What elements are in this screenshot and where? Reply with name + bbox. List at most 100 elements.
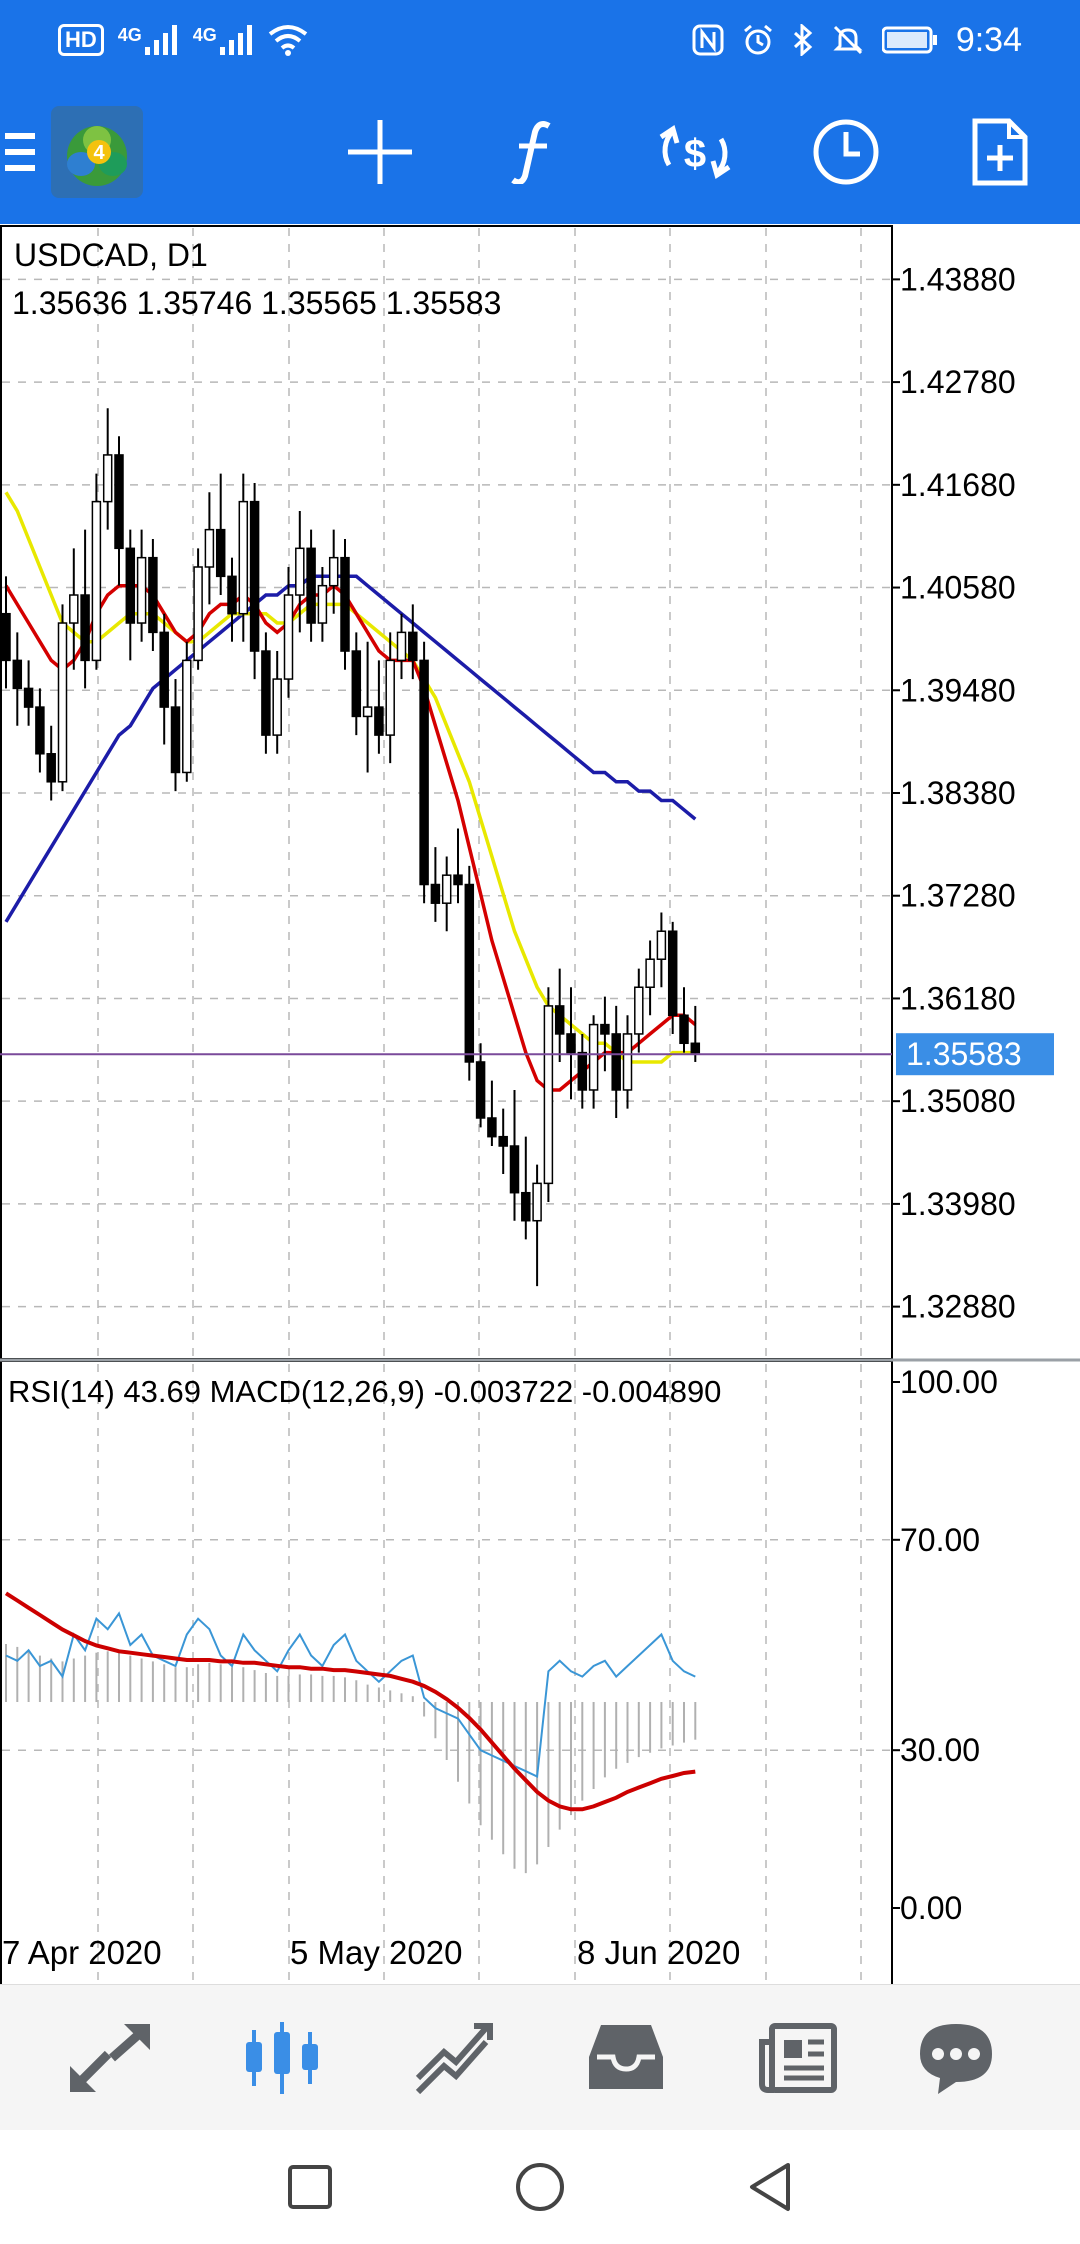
history-button[interactable] (796, 80, 896, 224)
candle-body-bear (453, 874, 463, 886)
trade-button[interactable]: $ (640, 80, 750, 224)
candle-body-bull (532, 1182, 542, 1222)
candle-body-bull (283, 594, 294, 680)
price-axis-label: 1.36180 (900, 980, 1016, 1016)
nav-chart[interactable] (192, 1985, 372, 2131)
nav-news[interactable] (708, 1985, 888, 2131)
candle[interactable] (509, 1089, 520, 1221)
app-logo-button[interactable]: 4 (50, 80, 144, 224)
candle[interactable] (69, 548, 79, 670)
candle[interactable] (159, 613, 169, 745)
candle-body-bull (57, 622, 68, 783)
candle[interactable] (283, 567, 294, 698)
candle[interactable] (1, 576, 11, 689)
candle[interactable] (114, 436, 124, 586)
candle[interactable] (249, 482, 260, 680)
candle-body-bear (509, 1145, 520, 1194)
candle[interactable] (295, 510, 305, 633)
candle[interactable] (419, 641, 429, 904)
candle[interactable] (566, 987, 576, 1100)
candle[interactable] (667, 921, 678, 1034)
candle[interactable] (148, 538, 158, 652)
candle[interactable] (182, 641, 192, 782)
candle[interactable] (238, 473, 249, 642)
price-axis-label: 1.40580 (900, 570, 1016, 606)
candle[interactable] (577, 1033, 588, 1109)
candle[interactable] (125, 529, 136, 661)
crosshair-button[interactable] (330, 80, 430, 224)
candle[interactable] (102, 408, 113, 530)
candle[interactable] (23, 660, 34, 726)
date-axis-label: 8 Jun 2020 (577, 1934, 740, 1971)
candle[interactable] (12, 632, 23, 726)
candle[interactable] (396, 613, 407, 680)
candle[interactable] (441, 856, 452, 932)
candle-body-bull (385, 659, 395, 736)
candle[interactable] (57, 604, 68, 792)
candle[interactable] (193, 548, 203, 670)
candle[interactable] (408, 604, 418, 680)
ohlc-label: 1.35636 1.35746 1.35565 1.35583 (12, 285, 501, 321)
candle[interactable] (272, 651, 282, 754)
candle-body-bear (487, 1117, 497, 1138)
nav-chat[interactable] (866, 1985, 1046, 2131)
nav-trade[interactable] (364, 1985, 544, 2131)
candle[interactable] (498, 1108, 508, 1175)
candle[interactable] (464, 865, 475, 1081)
nav-history[interactable] (536, 1985, 716, 2131)
candle[interactable] (430, 847, 441, 922)
candle[interactable] (487, 1080, 497, 1147)
candle[interactable] (588, 1015, 599, 1109)
candle[interactable] (611, 1005, 621, 1118)
home-button[interactable] (480, 2130, 600, 2244)
indicators-button[interactable] (484, 80, 584, 224)
candle[interactable] (600, 996, 610, 1072)
candle[interactable] (35, 688, 45, 773)
candle[interactable] (532, 1164, 542, 1287)
candle[interactable] (204, 492, 215, 605)
candle[interactable] (362, 641, 373, 773)
candle[interactable] (215, 473, 226, 596)
candle[interactable] (645, 940, 655, 1016)
candle[interactable] (453, 828, 463, 904)
new-order-button[interactable] (950, 80, 1050, 224)
candle[interactable] (374, 660, 384, 754)
candle-body-bull (193, 566, 203, 662)
candle[interactable] (136, 529, 147, 642)
candle[interactable] (679, 987, 689, 1053)
candle[interactable] (328, 529, 339, 614)
candle-body-bull (543, 1005, 554, 1185)
candle[interactable] (227, 557, 237, 642)
home-icon (516, 2163, 564, 2211)
candle[interactable] (385, 632, 395, 764)
menu-button[interactable] (0, 80, 40, 224)
candle[interactable] (46, 725, 56, 801)
chart-area[interactable]: 1.43880 1.42780 1.41680 1.40580 1.39480 1.383… (0, 224, 1080, 2158)
candle[interactable] (80, 529, 90, 689)
candle[interactable] (656, 912, 667, 988)
candle-body-bull (362, 706, 373, 718)
candle[interactable] (170, 679, 181, 792)
candle[interactable] (91, 473, 102, 670)
recent-apps-button[interactable] (250, 2130, 370, 2244)
candle[interactable] (554, 968, 565, 1062)
nav-quotes[interactable] (20, 1985, 200, 2131)
candle[interactable] (521, 1136, 531, 1240)
candle-body-bear (430, 883, 441, 904)
candle[interactable] (475, 1043, 486, 1128)
candle[interactable] (351, 632, 362, 736)
candle[interactable] (261, 632, 271, 754)
candle-body-bear (35, 706, 45, 755)
candlestick-chart[interactable]: 1.43880 1.42780 1.41680 1.40580 1.39480 1.383… (0, 224, 1080, 2158)
candle[interactable] (634, 968, 644, 1053)
price-axis-label: 1.41680 (900, 467, 1016, 503)
candle[interactable] (690, 1005, 701, 1062)
candle[interactable] (306, 529, 316, 642)
price-axis-label: 1.39480 (900, 672, 1016, 708)
candle[interactable] (340, 538, 350, 670)
trade-icon (415, 2023, 493, 2094)
back-button[interactable] (710, 2130, 830, 2244)
candle[interactable] (317, 567, 328, 642)
candle[interactable] (543, 987, 554, 1203)
candle[interactable] (622, 1015, 633, 1109)
